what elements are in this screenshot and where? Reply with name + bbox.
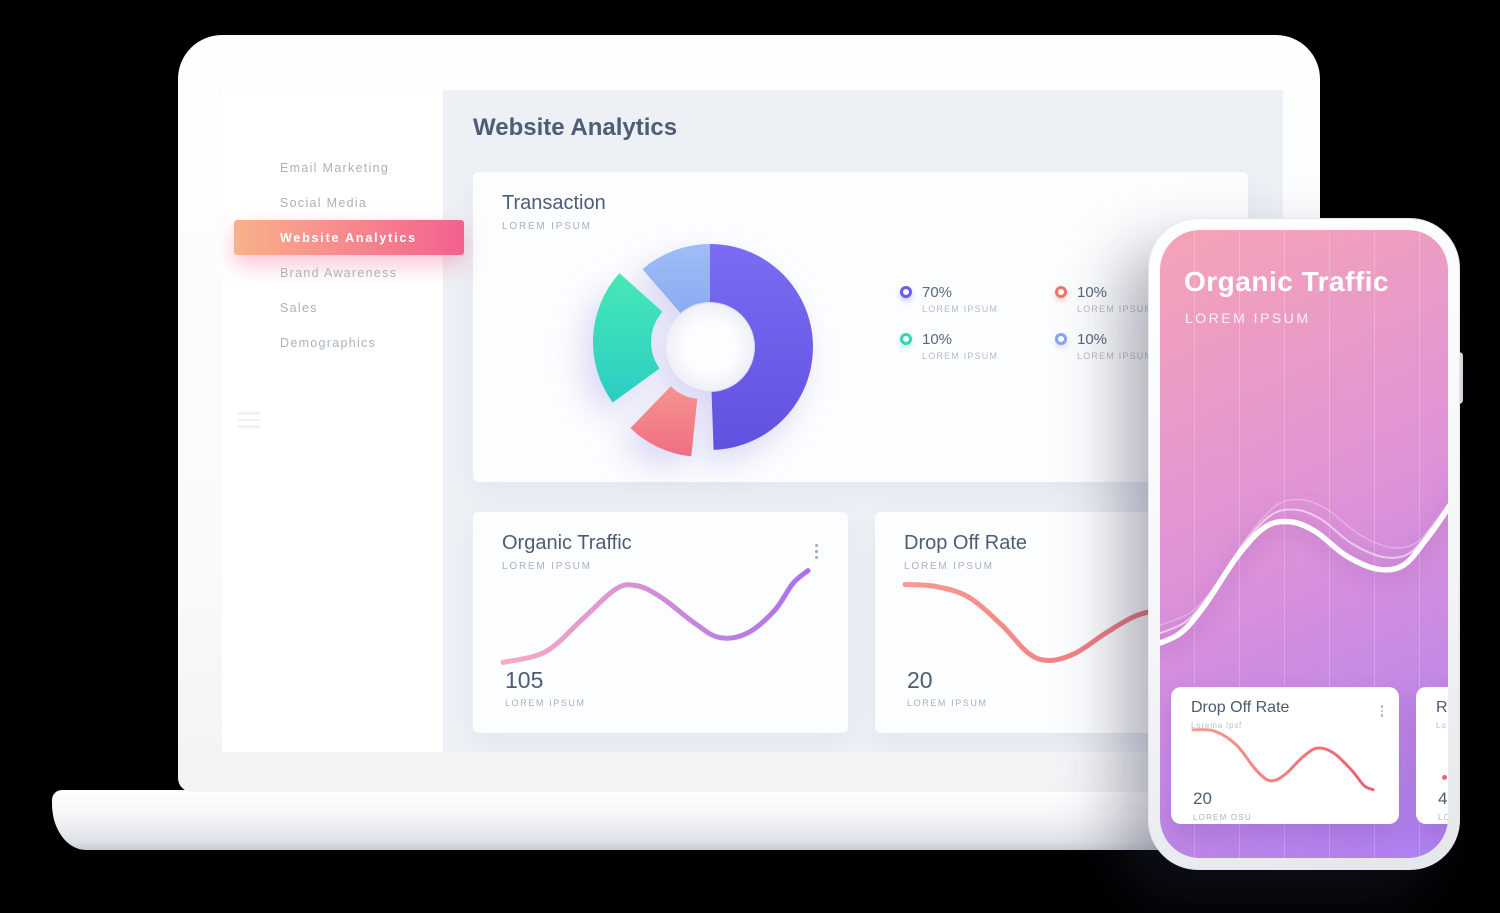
phone-partial-subtitle: Lo [1436,721,1447,730]
legend-item: 10% LOREM IPSUM [1055,331,1210,361]
legend-item: 10% LOREM IPSUM [1055,284,1210,314]
laptop-screen: Email Marketing Social Media Website Analy… [222,90,1283,752]
phone-droprate-card: Drop Off Rate Lorema Ipsf 20 LOREM OSU [1171,687,1399,824]
sidebar-item-demographics[interactable]: Demographics [280,335,377,350]
phone-title: Organic Traffic [1184,266,1390,297]
phone-partial-title: R [1436,699,1448,716]
phone-partial-value: 4 [1438,789,1448,808]
transaction-card-subtitle: LOREM IPSUM [502,221,592,232]
transaction-card-head: Transaction LOREM IPSUM [502,192,606,232]
transaction-donut-chart [593,244,814,457]
legend-label: LOREM IPSUM [922,351,999,361]
sidebar-item-sales[interactable]: Sales [280,300,318,315]
droprate-card-value: 20 [907,667,933,693]
hamburger-icon[interactable] [238,412,260,428]
sidebar-item-website-analytics[interactable]: Website Analytics [234,220,464,255]
phone-droprate-line-chart [1191,728,1375,792]
droprate-card-value-label: LOREM IPSUM [907,698,988,708]
phone-droprate-subtitle: Lorema Ipsf [1191,721,1243,730]
organic-card-value: 105 [505,667,544,693]
legend-value: 70% [922,284,953,301]
phone-wave-chart [1160,498,1448,646]
transaction-card: Transaction LOREM IPSUM 70% LOREM IPSUM 10… [473,172,1248,482]
phone-partial-value-label: LO [1438,813,1448,822]
gridline [1239,230,1240,858]
organic-traffic-card: Organic Traffic LOREM IPSUM 105 LOREM IP… [473,512,848,733]
phone-screen: Organic Traffic LOREM IPSUM Drop Off Rat… [1160,230,1448,858]
sidebar-nav: Email Marketing Social Media Website Analy… [222,150,464,360]
legend-label: LOREM IPSUM [1077,351,1154,361]
transaction-card-title: Transaction [502,192,606,214]
sidebar-item-brand-awareness[interactable]: Brand Awareness [280,265,398,280]
legend-label: LOREM IPSUM [1077,304,1154,314]
organic-card-head: Organic Traffic LOREM IPSUM [502,532,632,572]
phone-partial-card: R Lo 4 LO [1416,687,1448,824]
phone-subtitle: LOREM IPSUM [1185,310,1311,326]
legend-item: 70% LOREM IPSUM [900,284,1055,314]
legend-item: 10% LOREM IPSUM [900,331,1055,361]
kebab-menu-icon[interactable] [1379,703,1386,719]
legend-ring-icon [1055,333,1067,345]
kebab-menu-icon[interactable] [813,542,820,561]
organic-card-title: Organic Traffic [502,532,632,554]
phone-droprate-title: Drop Off Rate [1191,699,1290,716]
sidebar-item-social-media[interactable]: Social Media [280,195,368,210]
sidebar: Email Marketing Social Media Website Analy… [222,90,464,752]
gridline [1374,230,1375,858]
page-title: Website Analytics [473,114,678,141]
legend-value: 10% [922,331,953,348]
phone-droprate-value-label: LOREM OSU [1193,813,1252,822]
phone: Organic Traffic LOREM IPSUM Drop Off Rat… [1148,218,1460,870]
organic-card-subtitle: LOREM IPSUM [502,561,592,572]
phone-droprate-value: 20 [1193,789,1212,808]
data-point-dot [1442,775,1447,780]
gridline [1194,230,1195,858]
legend-ring-icon [900,333,912,345]
transaction-legend: 70% LOREM IPSUM 10% LOREM IPSUM 10% LOREM IPS… [900,284,1210,361]
legend-value: 10% [1077,284,1108,301]
droprate-card-title: Drop Off Rate [904,532,1028,554]
legend-ring-icon [1055,286,1067,298]
legend-label: LOREM IPSUM [922,304,999,314]
legend-value: 10% [1077,331,1108,348]
phone-cards-row: Drop Off Rate Lorema Ipsf 20 LOREM OSU R… [1171,687,1448,824]
legend-ring-icon [900,286,912,298]
organic-line-chart [500,568,811,665]
droprate-card-head: Drop Off Rate LOREM IPSUM [904,532,1027,572]
organic-card-value-label: LOREM IPSUM [505,698,586,708]
droprate-card-subtitle: LOREM IPSUM [904,561,994,572]
gridline [1284,230,1285,858]
sidebar-item-email-marketing[interactable]: Email Marketing [280,160,390,175]
